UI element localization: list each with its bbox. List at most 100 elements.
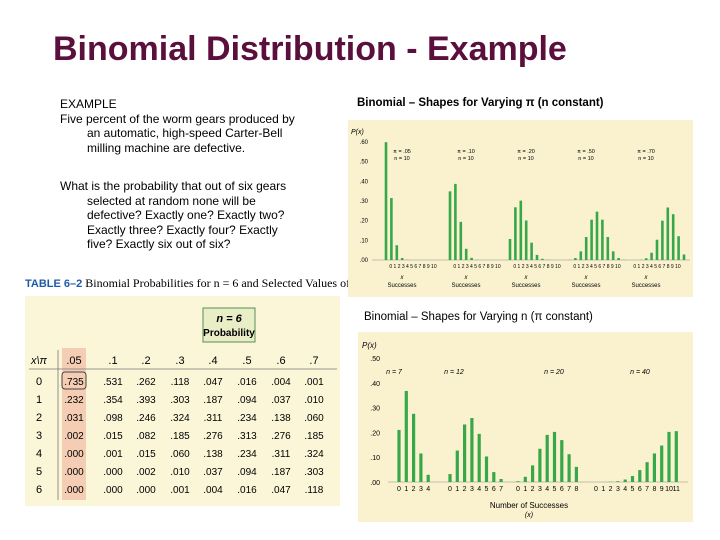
table-cell: .000 [103, 485, 123, 496]
table-cell: .016 [237, 377, 257, 388]
table-cell: .082 [136, 431, 156, 442]
question-line-1: What is the probability that out of six … [60, 179, 287, 193]
x-tick-label: 4 [426, 486, 430, 493]
row-label: 6 [36, 484, 42, 496]
panel-pi-label: π = .70 [637, 149, 655, 155]
question-text: What is the probability that out of six … [60, 179, 350, 252]
table-cell: .303 [304, 467, 324, 478]
question-line-4: Exactly three? Exactly four? Exactly [87, 222, 278, 237]
x-tick-label: 3 [470, 486, 474, 493]
bar [470, 418, 474, 482]
bar [426, 474, 430, 482]
x-axis-label: Successes [511, 283, 540, 289]
x-axis-var: x [644, 275, 649, 281]
table-cell: .187 [271, 467, 291, 478]
table-cell: .098 [103, 413, 123, 424]
x-tick-label: 8 [574, 486, 578, 493]
x-tick-label: 5 [553, 486, 557, 493]
bar [530, 242, 533, 260]
table-cell: .031 [64, 413, 84, 424]
panel-n-label: n = 10 [578, 156, 593, 162]
table-cell: .010 [170, 467, 190, 478]
table-cell: .735 [64, 377, 84, 388]
bar [590, 219, 593, 260]
y-tick-label: .00 [360, 258, 369, 264]
y-axis-label: P(x) [351, 129, 364, 136]
badge-box [202, 307, 256, 343]
table-cell: .037 [203, 467, 223, 478]
x-tick-label: 2 [463, 486, 467, 493]
x-axis-label: Successes [631, 283, 660, 289]
x-tick-label: 3 [419, 486, 423, 493]
x-tick-label: 1 [455, 486, 459, 493]
table-cell: .001 [170, 485, 190, 496]
table-cell: .234 [237, 449, 257, 460]
table-cell: .276 [203, 431, 223, 442]
table-cell: .002 [136, 467, 156, 478]
x-tick-label: 1 [523, 486, 527, 493]
bar [567, 454, 571, 482]
table-cell: .000 [64, 449, 84, 460]
table-cell: .185 [304, 431, 324, 442]
bar [611, 251, 615, 260]
column-header: .05 [66, 355, 81, 367]
bar [666, 207, 670, 260]
panel-pi-label: π = .20 [517, 149, 535, 155]
table-caption: Binomial Probabilities for n = 6 and Sel… [85, 276, 360, 290]
table-cell: .138 [271, 413, 291, 424]
table-cell: .047 [271, 485, 291, 496]
bar [560, 440, 564, 482]
bar [484, 456, 489, 482]
table-cell: .015 [136, 449, 156, 460]
y-tick-label: .20 [370, 430, 380, 437]
x-tick-label: 5 [631, 486, 635, 493]
bar [390, 198, 393, 260]
x-tick-label: 7 [645, 486, 649, 493]
bar [541, 258, 544, 260]
x-tick-labels: 0 1 2 3 4 5 6 7 8 9 10 [453, 264, 500, 270]
table-cell: .138 [203, 449, 223, 460]
bar [492, 472, 496, 482]
bar [400, 258, 404, 260]
bar [630, 476, 635, 482]
y-tick-label: .30 [360, 199, 369, 205]
bar [595, 211, 599, 260]
bar [584, 236, 588, 260]
table-cell: .311 [272, 449, 291, 460]
x-tick-label: 6 [638, 486, 642, 493]
bar [524, 220, 528, 260]
table-cell: .118 [171, 377, 190, 388]
y-tick-label: .50 [370, 356, 380, 363]
bar [616, 481, 620, 482]
x-tick-label: 9 [660, 486, 664, 493]
bar [384, 142, 388, 260]
table-cell: .001 [304, 377, 324, 388]
caption-varying-n: Binomial – Shapes for Varying n (π const… [364, 311, 593, 323]
table-cell: .303 [170, 395, 190, 406]
bar [674, 431, 678, 482]
table-cell: .094 [237, 467, 257, 478]
table-cell: .047 [203, 377, 223, 388]
table-cell: .010 [304, 395, 324, 406]
table-cell: .531 [103, 377, 123, 388]
badge-n: n = 6 [216, 313, 242, 325]
table-cell: .324 [170, 413, 190, 424]
example-line-3: milling machine are defective. [87, 140, 246, 155]
column-header: .4 [208, 355, 217, 367]
example-line-2: an automatic, high-speed Carter-Bell [87, 126, 283, 140]
table-cell: .118 [305, 485, 324, 496]
bar [455, 450, 459, 482]
bar [601, 219, 604, 260]
table-cell: .262 [136, 377, 156, 388]
x-tick-label: 1 [404, 486, 408, 493]
bar [623, 479, 627, 482]
x-axis-label: Successes [451, 283, 480, 289]
x-axis-var: x [400, 275, 405, 281]
table-title: TABLE 6–2 Binomial Probabilities for n =… [25, 276, 359, 291]
example-heading: EXAMPLE [60, 97, 117, 111]
table-cell: .393 [136, 395, 156, 406]
bar [579, 251, 583, 260]
table-cell: .000 [64, 467, 84, 478]
table-cell: .037 [271, 395, 291, 406]
